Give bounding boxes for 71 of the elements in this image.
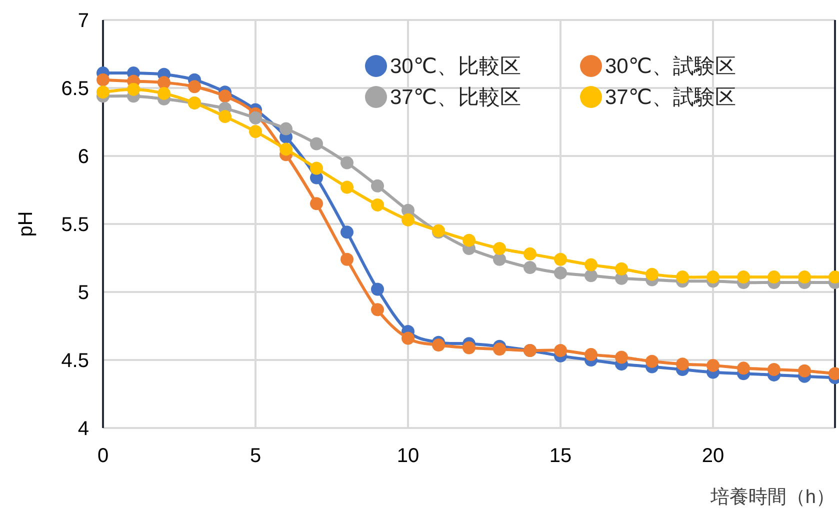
point [158,86,170,100]
point [127,82,140,96]
point [798,364,811,378]
legend-label: 30℃、試験区 [605,55,736,78]
point [524,261,536,274]
point [737,362,750,375]
point [432,338,445,352]
point [462,234,476,247]
point [249,111,262,124]
y-tick-label: 4.5 [61,350,89,372]
x-tick-label: 0 [97,445,109,467]
x-tick-label: 10 [396,445,420,467]
point [96,86,110,99]
point [462,341,476,354]
point [493,242,506,255]
x-tick-label: 15 [549,445,572,467]
point [310,162,323,175]
point [615,350,628,364]
y-axis-title: pH [15,211,37,237]
legend-label: 30℃、比較区 [390,55,521,78]
point [676,358,689,371]
point [310,197,323,210]
point [737,270,750,284]
point [371,282,384,296]
point [280,122,292,136]
point [554,266,567,280]
point [768,363,780,376]
point [554,344,567,357]
point [768,270,780,284]
point [646,268,658,281]
point [706,270,720,284]
point [584,348,598,362]
point [218,90,232,103]
point [340,180,354,194]
point [524,247,536,260]
legend-label: 37℃、試験区 [605,86,736,109]
point [340,226,354,239]
y-tick-label: 5.5 [61,214,89,236]
point [340,156,354,170]
y-tick-label: 4 [78,418,89,440]
point [280,142,292,156]
point [615,262,628,276]
point [158,76,170,90]
y-tick-label: 6.5 [61,78,89,100]
point [371,179,384,192]
point [371,303,384,316]
point [402,332,414,345]
y-tick-label: 6 [78,146,89,168]
point [584,258,598,272]
x-tick-label: 20 [702,445,724,467]
point [676,270,689,284]
point [402,213,414,226]
point [798,270,811,284]
y-tick-label: 5 [78,282,89,304]
point [340,252,354,266]
point [310,137,323,150]
point [96,73,110,86]
point [188,80,201,94]
legend-label: 37℃、比較区 [390,86,521,109]
x-tick-label: 5 [250,445,262,467]
point [706,358,720,372]
point [218,110,232,124]
point [249,125,262,138]
point [493,252,506,266]
point [493,342,506,356]
point [646,354,658,368]
point [554,252,567,266]
point [584,269,598,282]
x-axis-title: 培養時間（h） [709,486,835,508]
point [371,198,384,212]
y-tick-label: 7 [78,10,89,32]
